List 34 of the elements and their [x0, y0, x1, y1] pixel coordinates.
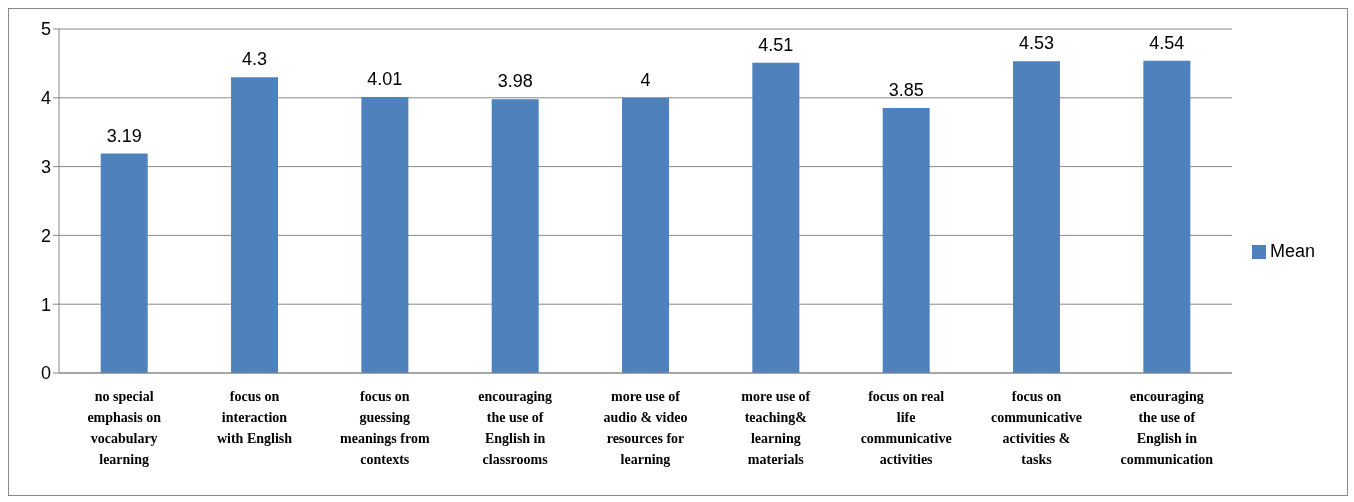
data-label: 4.53: [1018, 33, 1055, 54]
y-tick-label: 0: [40, 363, 51, 384]
bar: [100, 153, 148, 373]
x-tick-label: no special emphasis on vocabulary learning: [87, 389, 162, 467]
x-tick-label: encouraging the use of English in classrooms: [478, 389, 553, 467]
bar: [231, 77, 279, 373]
bar: [882, 108, 930, 373]
data-label: 4.54: [1149, 32, 1185, 53]
legend-label: Mean: [1269, 240, 1315, 261]
x-tick-label: focus on interaction with English: [216, 389, 293, 446]
data-label: 4.01: [367, 69, 403, 90]
y-tick-label: 5: [40, 19, 51, 40]
y-tick-label: 3: [40, 156, 51, 177]
data-label: 3.98: [497, 71, 533, 92]
y-tick-label: 4: [40, 88, 51, 109]
data-label: 4.3: [242, 49, 268, 70]
bar: [361, 97, 409, 373]
x-tick-label: focus on real life communicative activities: [860, 389, 952, 467]
x-tick-label: focus on guessing meanings from contexts: [340, 389, 430, 467]
data-label: 3.85: [888, 80, 924, 101]
y-tick-label: 1: [40, 294, 51, 315]
bar: [622, 97, 670, 373]
x-tick-label: encouraging the use of English in communication: [1120, 389, 1214, 467]
x-tick-label: more use of audio & video resources for learning: [603, 389, 688, 467]
data-label: 3.19: [106, 125, 142, 146]
x-tick-label: focus on communicative activities & tasks: [990, 389, 1082, 467]
x-tick-label: more use of teaching& learning materials: [741, 389, 811, 467]
bar: [1013, 61, 1061, 373]
bar: [491, 99, 539, 373]
y-tick-label: 2: [40, 225, 51, 246]
data-label: 4: [640, 69, 651, 90]
bar: [752, 62, 800, 373]
data-label: 4.51: [758, 34, 794, 55]
bar: [1143, 60, 1191, 373]
